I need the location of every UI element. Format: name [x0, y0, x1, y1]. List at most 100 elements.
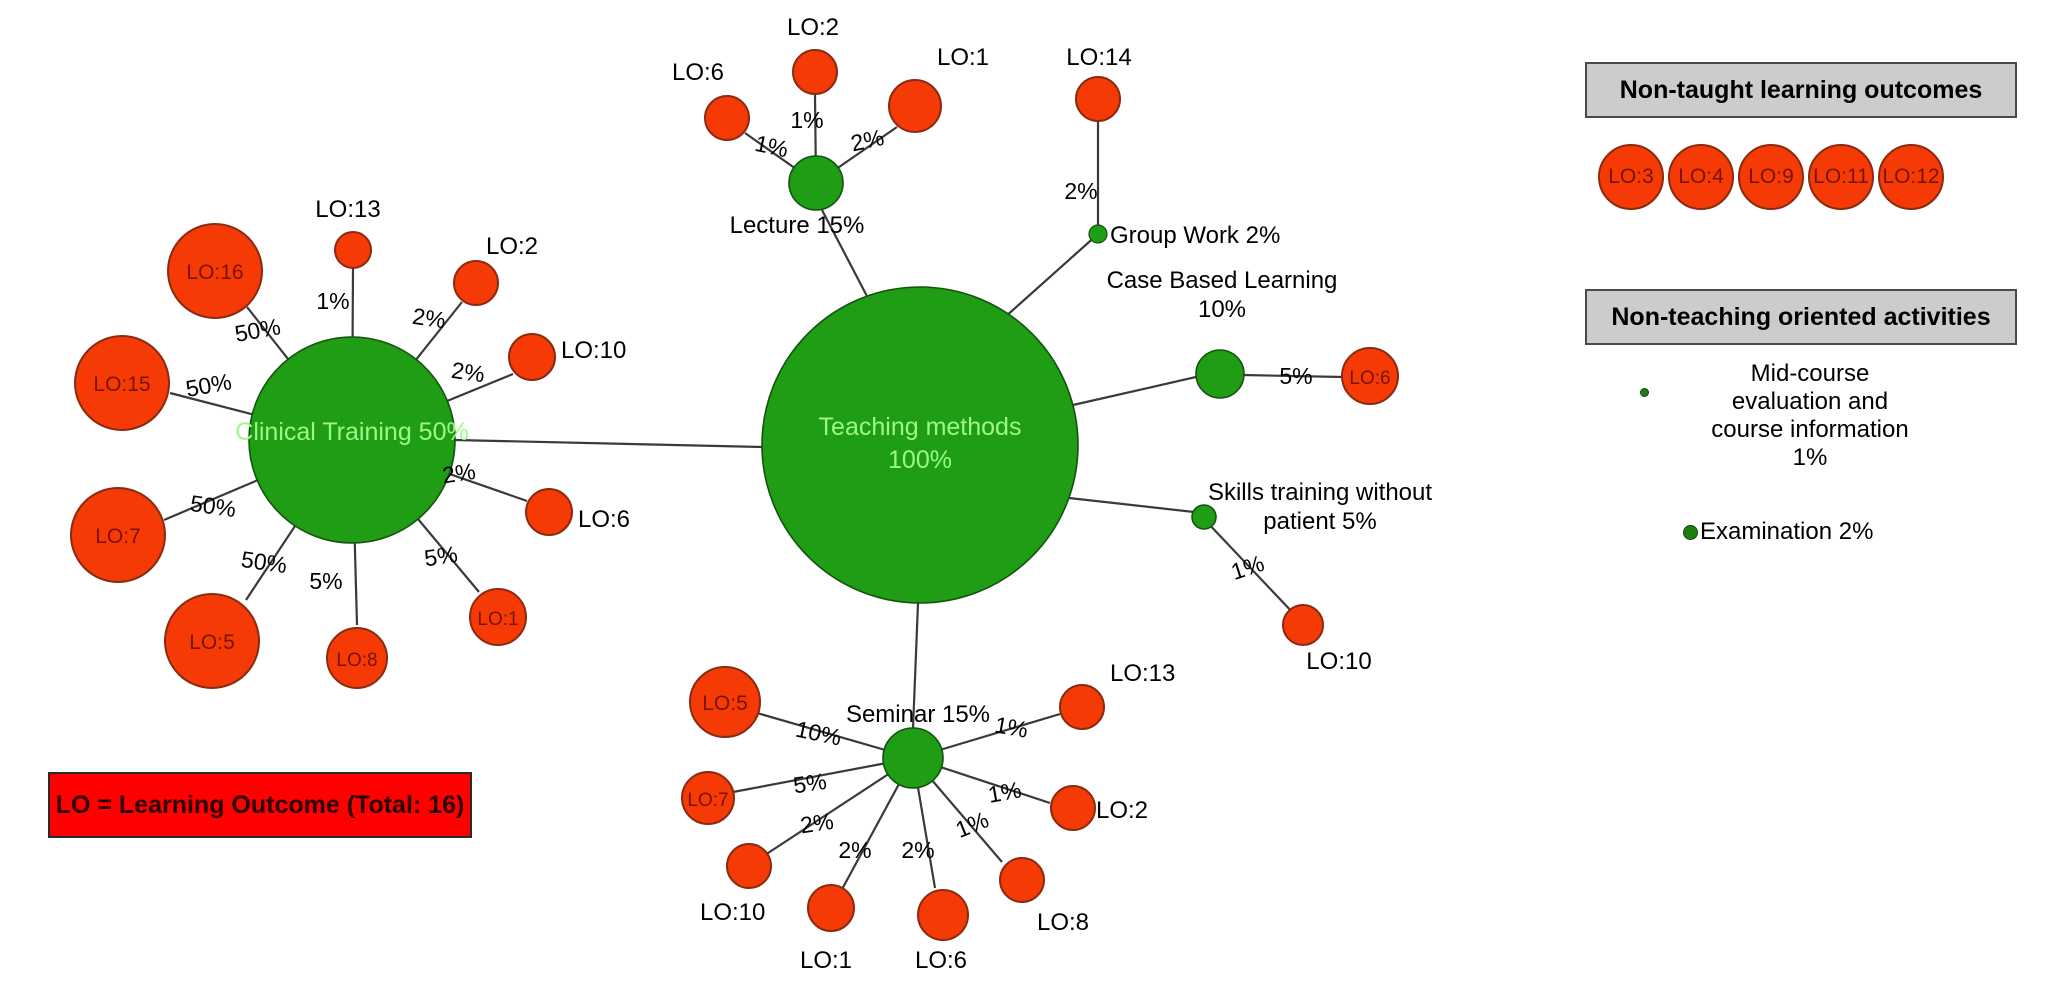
- node-clinical-training-label: Clinical Training 50%: [235, 418, 468, 446]
- node-ct-lo5-label: LO:5: [189, 631, 235, 654]
- node-lec-lo2-label: LO:2: [787, 14, 839, 41]
- node-ct-lo15[interactable]: [74, 335, 170, 431]
- edge-hub-case-based-learning: [1072, 370, 1219, 407]
- node-sem-lo5[interactable]: [689, 666, 761, 738]
- skills-edges: [1204, 519, 1296, 616]
- edge-label-ct-lo2: 2%: [411, 303, 448, 333]
- edge-label-sem-lo1: 2%: [838, 837, 871, 863]
- node-sem-lo7-label: LO:7: [687, 790, 728, 811]
- edge-label-ct-lo15: 50%: [184, 368, 234, 402]
- node-sem-lo1[interactable]: [807, 884, 855, 932]
- activity-mid-course-line2: evaluation and: [1731, 388, 1889, 415]
- node-skills-lo10-label: LO:10: [1306, 648, 1371, 675]
- node-sem-lo6-label: LO:6: [915, 947, 967, 974]
- activity-examination[interactable]: Examination 2%: [1683, 518, 1873, 546]
- small-green-dot-icon: [1640, 388, 1649, 397]
- node-group-work[interactable]: [1088, 224, 1108, 244]
- node-sem-lo8[interactable]: [999, 857, 1045, 903]
- edge-hub-seminar: [911, 602, 920, 730]
- panel-non-taught-title: Non-taught learning outcomes: [1619, 75, 1983, 104]
- node-teaching-methods[interactable]: [761, 286, 1079, 604]
- node-ct-lo16[interactable]: [167, 223, 263, 319]
- edge-label-lec-lo1: 2%: [848, 124, 886, 156]
- node-sem-lo2[interactable]: [1050, 785, 1096, 831]
- node-ct-lo13[interactable]: [334, 231, 372, 269]
- activity-examination-label: Examination 2%: [1700, 518, 1874, 545]
- node-ct-lo10[interactable]: [508, 333, 556, 381]
- edge-label-ct-lo13: 1%: [316, 288, 349, 314]
- non-taught-lo-12[interactable]: LO:12: [1878, 144, 1944, 210]
- edge-label-ct-lo10: 2%: [450, 357, 487, 387]
- node-ct-lo6-label: LO:6: [578, 506, 630, 533]
- node-cbl-lo6-label: LO:6: [1349, 368, 1390, 389]
- node-ct-lo16-label: LO:16: [186, 261, 243, 284]
- node-ct-lo5[interactable]: [164, 593, 260, 689]
- case-based-edges: [1242, 373, 1344, 379]
- node-ct-lo8-label: LO:8: [336, 650, 377, 671]
- node-clinical-training[interactable]: [248, 336, 456, 544]
- node-skills-training[interactable]: [1191, 504, 1217, 530]
- node-ct-lo1[interactable]: [469, 588, 527, 646]
- node-gw-lo14[interactable]: [1075, 76, 1121, 122]
- node-ct-lo6[interactable]: [525, 488, 573, 536]
- node-sem-lo1-label: LO:1: [800, 947, 852, 974]
- node-ct-lo13-label: LO:13: [315, 196, 380, 223]
- non-taught-lo-3[interactable]: LO:3: [1598, 144, 1664, 210]
- node-lec-lo2[interactable]: [792, 49, 838, 95]
- edge-label-ct-lo1: 5%: [423, 541, 460, 571]
- activity-mid-course-evaluation[interactable]: Mid-course evaluation and course informa…: [1640, 360, 1960, 472]
- node-skills-training-label-line2: patient 5%: [1263, 508, 1376, 535]
- edge-label-lec-lo2: 1%: [790, 107, 823, 133]
- node-lec-lo1[interactable]: [888, 79, 942, 133]
- edge-skills-lo10: [1204, 519, 1296, 616]
- non-taught-lo-9[interactable]: LO:9: [1738, 144, 1804, 210]
- node-cbl-lo6[interactable]: [1341, 347, 1399, 405]
- edge-label-cbl-lo6: 5%: [1279, 363, 1312, 389]
- node-case-based-learning[interactable]: [1195, 349, 1245, 399]
- node-ct-lo1-label: LO:1: [477, 609, 518, 630]
- non-taught-lo-3-label: LO:3: [1608, 165, 1654, 188]
- node-lecture[interactable]: [788, 155, 844, 211]
- node-lec-lo6[interactable]: [704, 95, 750, 141]
- hub-edges: [454, 209, 1219, 730]
- edge-hub-lecture: [821, 209, 870, 301]
- green-dot-icon: [1683, 525, 1698, 541]
- node-sem-lo5-label: LO:5: [702, 692, 748, 715]
- panel-non-taught-header: Non-taught learning outcomes: [1585, 62, 2017, 118]
- non-taught-lo-4-label: LO:4: [1678, 165, 1724, 188]
- edge-label-sem-lo7: 5%: [792, 768, 829, 798]
- node-gw-lo14-label: LO:14: [1066, 44, 1131, 71]
- edge-label-sem-lo10: 2%: [799, 808, 836, 838]
- non-taught-lo-12-label: LO:12: [1882, 165, 1940, 188]
- edge-label-sem-lo5: 10%: [793, 716, 843, 751]
- edge-label-ct-lo5: 50%: [240, 546, 289, 578]
- node-ct-lo2[interactable]: [453, 260, 499, 306]
- node-sem-lo8-label: LO:8: [1037, 909, 1089, 936]
- node-sem-lo13[interactable]: [1059, 684, 1105, 730]
- node-lecture-label: Lecture 15%: [730, 212, 865, 239]
- legend-lo-key: LO = Learning Outcome (Total: 16): [48, 772, 472, 838]
- node-sem-lo6[interactable]: [917, 889, 969, 941]
- node-sem-lo7[interactable]: [681, 771, 735, 825]
- activity-mid-course-line3: course information: [1711, 416, 1909, 443]
- edge-label-ct-lo6: 2%: [441, 458, 478, 488]
- edge-hub-clinical-training: [454, 438, 763, 449]
- non-taught-lo-11[interactable]: LO:11: [1808, 144, 1874, 210]
- edge-label-ct-lo7: 50%: [189, 490, 238, 522]
- edge-label-gw-lo14: 2%: [1064, 178, 1097, 204]
- edge-hub-skills-training: [1068, 496, 1204, 515]
- node-sem-lo10[interactable]: [726, 843, 772, 889]
- edge-label-ct-lo8: 5%: [309, 568, 342, 594]
- node-skills-lo10[interactable]: [1282, 604, 1324, 646]
- node-ct-lo7[interactable]: [70, 487, 166, 583]
- edge-hub-group-work: [994, 233, 1099, 327]
- edge-label-sem-lo6: 2%: [901, 837, 934, 863]
- node-seminar[interactable]: [882, 727, 944, 789]
- panel-non-teaching-header: Non-teaching oriented activities: [1585, 289, 2017, 345]
- node-sem-lo2-label: LO:2: [1096, 797, 1148, 824]
- node-teaching-methods-label-line2: 100%: [888, 446, 952, 474]
- node-ct-lo8[interactable]: [326, 627, 388, 689]
- non-taught-lo-4[interactable]: LO:4: [1668, 144, 1734, 210]
